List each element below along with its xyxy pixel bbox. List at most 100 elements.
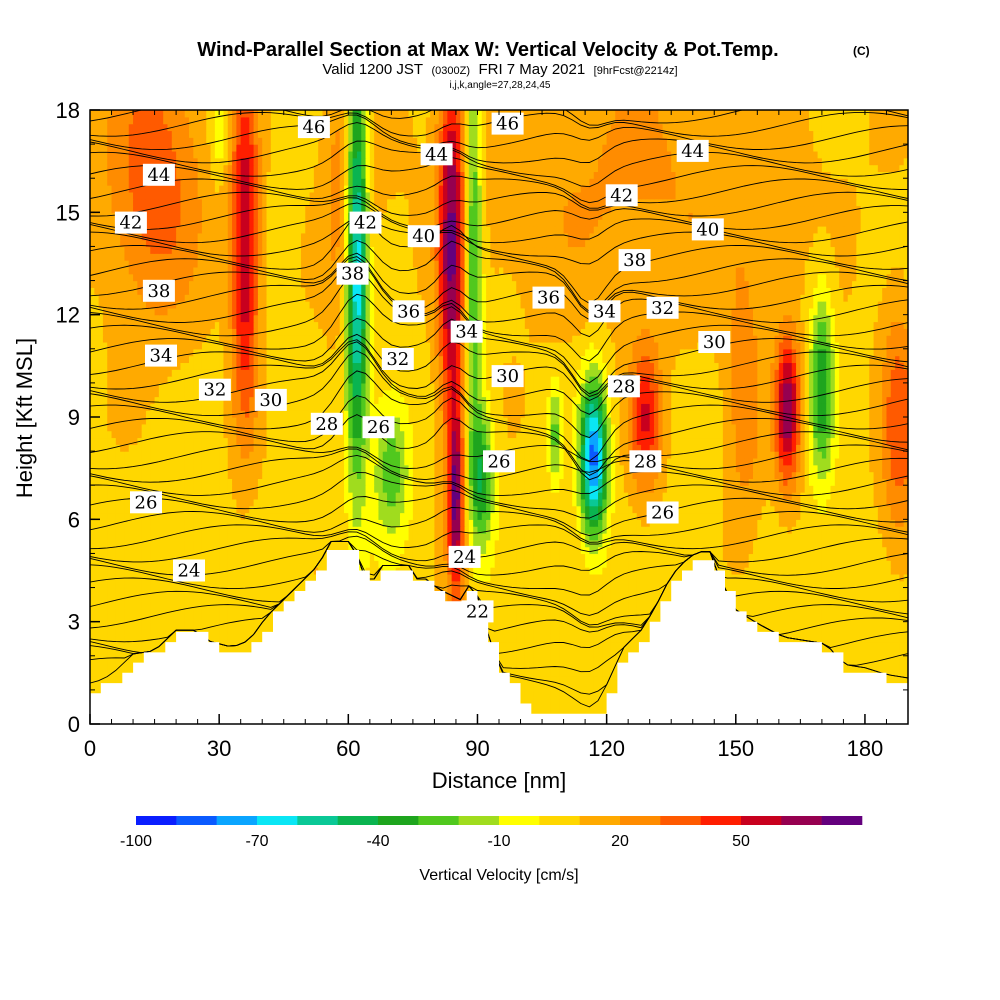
velocity-cell: [602, 567, 608, 575]
velocity-cell: [120, 560, 126, 568]
velocity-cell: [120, 655, 126, 664]
velocity-cell: [813, 567, 819, 575]
velocity-cell: [120, 635, 126, 643]
velocity-cell: [761, 546, 767, 555]
velocity-cell: [102, 546, 108, 555]
velocity-cell: [550, 621, 556, 630]
velocity-cell: [240, 580, 246, 589]
velocity-cell: [137, 601, 143, 609]
velocity-cell: [150, 546, 156, 555]
velocity-cell: [486, 594, 491, 602]
velocity-cell: [744, 594, 750, 602]
velocity-cell: [610, 648, 616, 657]
velocity-cell: [602, 580, 608, 589]
velocity-cell: [899, 642, 905, 650]
velocity-cell: [873, 642, 879, 650]
velocity-cell: [305, 573, 311, 582]
velocity-cell: [206, 573, 212, 582]
velocity-cell: [111, 594, 117, 602]
velocity-cell: [537, 662, 543, 671]
velocity-cell: [102, 573, 108, 582]
velocity-cell: [593, 655, 599, 664]
velocity-cell: [184, 553, 190, 561]
velocity-cell: [628, 573, 634, 582]
velocity-cell: [550, 580, 556, 589]
velocity-cell: [533, 683, 539, 691]
velocity-cell: [158, 580, 164, 589]
velocity-cell: [899, 608, 905, 616]
velocity-cell: [757, 567, 763, 575]
velocity-cell: [864, 560, 870, 568]
velocity-cell: [206, 539, 212, 548]
velocity-cell: [124, 567, 130, 575]
velocity-cell: [486, 567, 491, 575]
velocity-cell: [761, 580, 767, 589]
velocity-cell: [770, 614, 776, 623]
velocity-cell: [641, 573, 646, 582]
velocity-cell: [593, 594, 599, 602]
velocity-cell: [520, 676, 526, 684]
velocity-cell: [167, 553, 173, 561]
velocity-cell: [688, 560, 694, 568]
velocity-cell: [167, 573, 173, 582]
velocity-cell: [563, 567, 569, 575]
velocity-cell: [507, 676, 513, 684]
velocity-cell: [408, 560, 414, 568]
velocity-cell: [877, 621, 883, 630]
velocity-cell: [602, 648, 608, 657]
velocity-cell: [830, 560, 836, 568]
velocity-cell: [107, 662, 113, 671]
velocity-cell: [524, 608, 530, 616]
velocity-cell: [133, 553, 138, 561]
velocity-cell: [563, 580, 569, 589]
velocity-cell: [167, 539, 173, 548]
velocity-cell: [748, 560, 754, 568]
velocity-cell: [275, 573, 281, 582]
velocity-cell: [158, 553, 164, 561]
velocity-cell: [206, 553, 212, 561]
velocity-cell: [546, 642, 552, 650]
velocity-cell: [163, 539, 169, 548]
velocity-cell: [550, 676, 556, 684]
velocity-cell: [826, 560, 832, 568]
velocity-cell: [133, 573, 138, 582]
velocity-cell: [821, 628, 827, 636]
velocity-cell: [787, 546, 793, 555]
velocity-cell: [546, 655, 552, 664]
velocity-cell: [154, 567, 160, 575]
velocity-cell: [542, 669, 547, 677]
velocity-cell: [886, 635, 892, 643]
velocity-cell: [499, 601, 504, 609]
velocity-cell: [102, 608, 108, 616]
velocity-cell: [632, 614, 638, 623]
velocity-cell: [834, 567, 840, 575]
velocity-cell: [128, 567, 134, 575]
velocity-cell: [615, 608, 621, 616]
velocity-cell: [567, 580, 573, 589]
velocity-cell: [137, 580, 143, 589]
velocity-cell: [895, 546, 900, 555]
velocity-cell: [774, 567, 780, 575]
velocity-cell: [554, 614, 560, 623]
velocity-cell: [115, 669, 121, 677]
velocity-cell: [283, 539, 289, 548]
velocity-cell: [899, 669, 905, 677]
velocity-cell: [404, 560, 410, 568]
velocity-cell: [606, 580, 612, 589]
velocity-cell: [154, 580, 160, 589]
chart-title: Wind-Parallel Section at Max W: Vertical…: [197, 39, 778, 61]
velocity-cell: [550, 648, 556, 657]
velocity-cell: [567, 573, 573, 582]
velocity-cell: [585, 676, 591, 684]
velocity-cell: [886, 587, 892, 595]
velocity-cell: [563, 553, 569, 561]
velocity-cell: [387, 553, 392, 561]
velocity-cell: [877, 628, 883, 636]
velocity-cell: [606, 683, 612, 691]
velocity-cell: [546, 669, 552, 677]
velocity-cell: [288, 539, 293, 548]
velocity-cell: [550, 573, 556, 582]
velocity-cell: [90, 669, 95, 677]
velocity-cell: [882, 560, 888, 568]
